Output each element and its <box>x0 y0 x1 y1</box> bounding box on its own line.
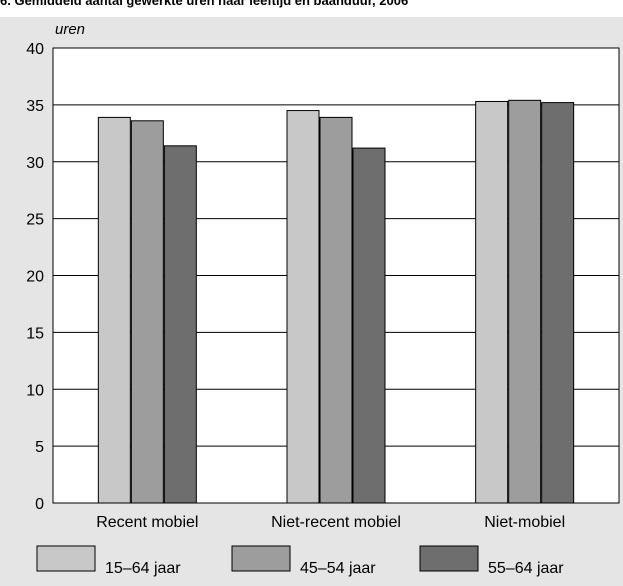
bar <box>352 147 386 504</box>
y-axis-label: uren <box>55 21 85 38</box>
y-tick-label: 25 <box>26 212 44 229</box>
legend-label: 45–54 jaar <box>300 560 376 577</box>
y-tick-label: 30 <box>26 155 44 172</box>
bar <box>319 116 353 504</box>
legend-swatch <box>36 545 96 572</box>
bar <box>130 120 164 504</box>
y-tick-label: 20 <box>26 269 44 286</box>
y-tick-label: 40 <box>26 41 44 58</box>
y-tick-label: 15 <box>26 325 44 342</box>
legend-label: 15–64 jaar <box>105 560 181 577</box>
legend-swatch <box>419 545 479 572</box>
bar <box>163 145 197 504</box>
legend-swatch <box>231 545 291 572</box>
chart-title: 6. Gemiddeld aantal gewerkte uren naar l… <box>0 0 409 8</box>
y-tick-label: 5 <box>35 439 44 456</box>
bar <box>508 99 542 504</box>
bar <box>97 116 131 504</box>
x-tick-label: Niet-mobiel <box>484 514 565 531</box>
bar <box>475 100 509 504</box>
x-tick-label: Recent mobiel <box>96 514 198 531</box>
bar <box>541 102 575 504</box>
x-tick-label: Niet-recent mobiel <box>271 514 401 531</box>
legend-label: 55–64 jaar <box>488 560 564 577</box>
y-tick-label: 0 <box>35 496 44 513</box>
bar <box>286 110 320 504</box>
y-tick-label: 10 <box>26 382 44 399</box>
y-tick-label: 35 <box>26 98 44 115</box>
